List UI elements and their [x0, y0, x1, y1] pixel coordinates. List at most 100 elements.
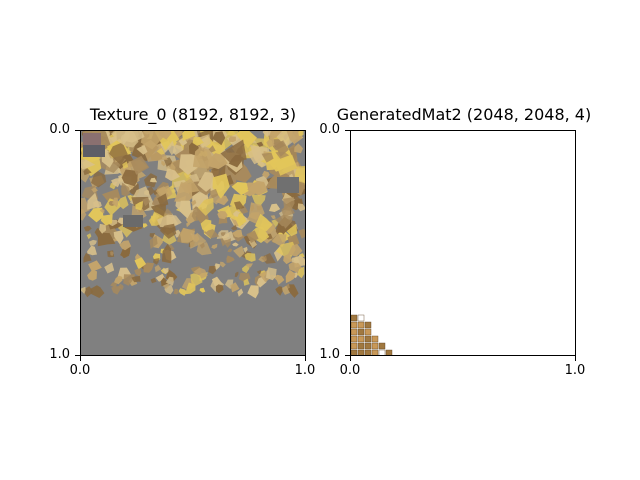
- generated-tile: [351, 328, 358, 336]
- texture-patch: [200, 219, 212, 233]
- texture-patch: [246, 230, 259, 243]
- texture-patch: [275, 286, 283, 296]
- generated-tile: [364, 342, 372, 350]
- texture-patch: [271, 234, 287, 248]
- texture-patch: [211, 243, 218, 249]
- texture-patch: [275, 154, 298, 176]
- texture-patch: [112, 197, 119, 208]
- texture-patch: [119, 240, 132, 251]
- generated-tile: [351, 335, 358, 343]
- texture-patch: [247, 146, 266, 165]
- texture-patch: [288, 244, 303, 257]
- texture-patch: [160, 277, 169, 287]
- generated-tile: [351, 342, 358, 350]
- texture-patch: [251, 194, 266, 208]
- texture-patch: [236, 131, 257, 149]
- texture-patch: [232, 242, 239, 247]
- generated-tile: [378, 342, 386, 350]
- texture-patch: [113, 230, 124, 245]
- texture-patch: [88, 260, 102, 272]
- texture-patch: [83, 252, 92, 263]
- texture-patch: [149, 233, 156, 238]
- texture-patch: [147, 186, 155, 196]
- texture-patch: [81, 286, 86, 294]
- texture-patch: [233, 245, 245, 258]
- texture-patch: [215, 195, 229, 206]
- texture-patch: [190, 273, 203, 286]
- texture-xtick-mark-right: [305, 356, 306, 361]
- texture-patch: [159, 223, 177, 239]
- texture-patch: [234, 271, 239, 277]
- texture-patch: [244, 252, 256, 262]
- generated-mat-title: GeneratedMat2 (2048, 2048, 4): [336, 105, 592, 124]
- texture-patch: [227, 248, 233, 253]
- texture-patch: [174, 182, 193, 202]
- texture-patch: [286, 223, 298, 237]
- generated-tile: [351, 321, 358, 329]
- generated-tile: [357, 349, 365, 355]
- texture-patch: [154, 264, 162, 273]
- texture-patch: [140, 131, 166, 150]
- texture-patch: [188, 173, 201, 182]
- generated-mat-axes: [350, 130, 576, 356]
- generated-tile: [357, 335, 365, 343]
- generated-tile: [357, 342, 365, 350]
- texture-patch: [157, 193, 169, 208]
- texture-patch: [86, 233, 92, 240]
- generated-tile: [364, 349, 372, 355]
- texture-patch: [274, 214, 293, 230]
- texture-patch: [193, 267, 208, 279]
- texture-patch: [285, 269, 296, 284]
- texture-patch: [246, 263, 253, 268]
- texture-patch: [131, 276, 141, 283]
- generated-ytick-mark-bottom: [345, 355, 350, 356]
- texture-dark-patch: [83, 145, 105, 157]
- texture-patch: [261, 152, 274, 163]
- texture-patch: [156, 147, 165, 155]
- texture-patch: [81, 159, 96, 170]
- texture-patch: [298, 131, 304, 136]
- texture-patch: [180, 227, 195, 243]
- texture-patch: [81, 209, 87, 221]
- texture-patch: [261, 255, 267, 262]
- texture-patch: [192, 137, 204, 146]
- texture-patch: [134, 257, 147, 270]
- texture-patch: [237, 288, 244, 297]
- texture-patch: [110, 282, 118, 288]
- texture-patch: [165, 168, 180, 181]
- texture-patch: [217, 210, 228, 220]
- texture-patch: [121, 182, 130, 197]
- texture-patch: [230, 282, 240, 293]
- texture-patch: [161, 160, 166, 167]
- texture-patch: [208, 145, 216, 153]
- generated-ytick-top: 0.0: [319, 122, 340, 137]
- texture-patch: [178, 288, 187, 296]
- texture-patch: [83, 168, 92, 176]
- texture-ytick-bottom: 1.0: [49, 347, 70, 362]
- generated-tile: [378, 349, 386, 355]
- texture-patch: [110, 251, 114, 256]
- texture-patch: [120, 250, 130, 258]
- texture-patch: [111, 286, 122, 295]
- texture-patch: [134, 268, 142, 277]
- texture-dark-patch: [123, 215, 143, 227]
- generated-tile: [351, 349, 358, 355]
- texture-patch: [111, 131, 130, 145]
- texture-patch: [135, 201, 143, 211]
- texture-patch: [280, 285, 290, 295]
- texture-patch: [199, 287, 206, 293]
- generated-tile: [357, 314, 365, 322]
- texture-patch: [243, 278, 250, 286]
- texture-patch: [232, 229, 243, 238]
- texture-patch: [90, 285, 105, 298]
- texture-dark-patch: [83, 133, 101, 145]
- generated-xtick-mark-left: [350, 356, 351, 361]
- texture-patch: [189, 232, 207, 249]
- generated-tile: [364, 321, 372, 329]
- texture-patch: [123, 274, 135, 286]
- generated-xtick-right: 1.0: [564, 363, 586, 378]
- texture-patch: [286, 131, 303, 145]
- texture-patch: [182, 131, 196, 141]
- texture-patch: [247, 180, 268, 196]
- texture-patch: [144, 189, 150, 196]
